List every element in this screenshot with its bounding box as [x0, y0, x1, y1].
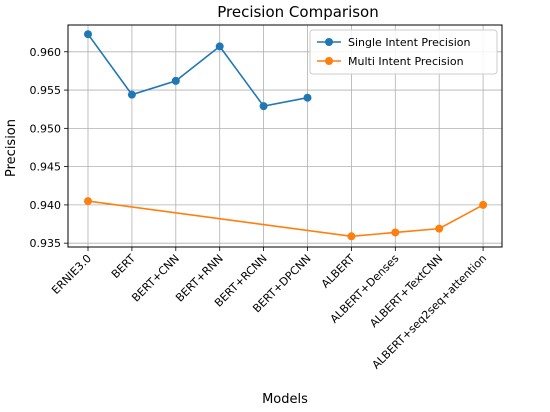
data-series	[84, 30, 488, 241]
x-axis-label: Models	[262, 392, 308, 407]
legend-swatch-marker	[325, 57, 333, 65]
series-point-1	[215, 42, 224, 51]
y-tick-label: 0.955	[30, 84, 62, 97]
series-point-1	[84, 30, 92, 39]
y-tick-label: 0.960	[30, 46, 62, 59]
plot-area-frame	[67, 24, 503, 248]
series-point-1	[127, 90, 136, 99]
chart-title: Precision Comparison	[217, 3, 379, 21]
y-axis-label: Precision	[4, 119, 19, 177]
series-line-1	[87, 33, 308, 108]
series-point-2	[84, 197, 92, 206]
y-tick-label: 0.940	[30, 199, 62, 212]
series-point-2	[347, 232, 356, 241]
series-point-1	[303, 93, 312, 102]
series-point-1	[259, 102, 268, 111]
y-tick-label: 0.950	[30, 122, 62, 135]
series-point-2	[435, 224, 444, 233]
legend-swatch-marker	[325, 38, 333, 46]
legend-box	[309, 29, 498, 75]
y-tick-label: 0.935	[30, 237, 62, 250]
y-tick-label: 0.945	[30, 161, 62, 174]
legend-label: Multi Intent Precision	[348, 55, 464, 68]
legend: Single Intent Precision Multi Intent Prec…	[309, 29, 498, 75]
legend-label: Single Intent Precision	[348, 36, 471, 49]
series-point-1	[171, 76, 180, 85]
series-point-2	[479, 200, 488, 209]
series-point-2	[391, 228, 400, 237]
